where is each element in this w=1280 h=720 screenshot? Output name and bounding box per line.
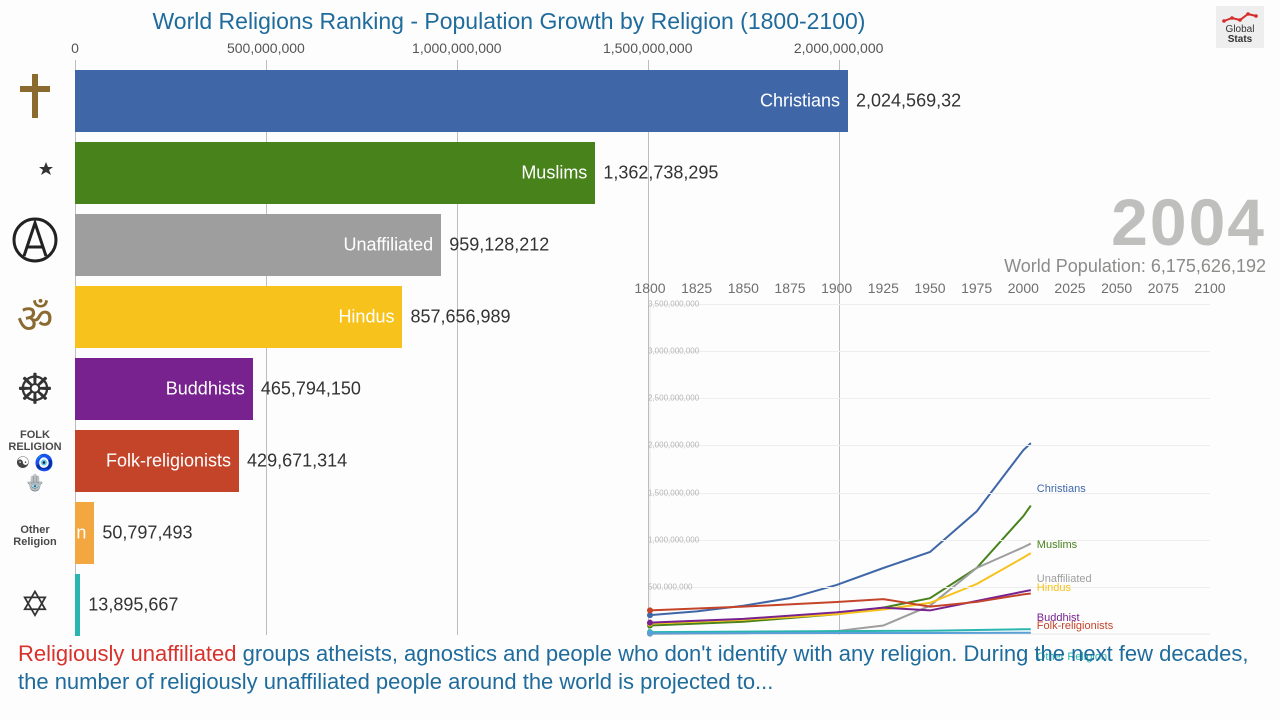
mini-y-tick-label: 1,000,000,000: [648, 535, 699, 544]
mini-x-tick-label: 1925: [868, 280, 899, 296]
page-title: World Religions Ranking - Population Gro…: [0, 8, 1018, 35]
crescent-icon: [5, 146, 65, 200]
mini-y-tick-label: 2,000,000,000: [648, 441, 699, 450]
series-start-marker: [647, 607, 653, 613]
bar-value: 2,024,569,32: [856, 91, 961, 112]
current-year: 2004: [1111, 184, 1266, 260]
series-line: [650, 553, 1031, 623]
mini-x-tick-label: 1850: [728, 280, 759, 296]
bar-label: Folk-religionists: [106, 451, 231, 472]
mini-y-tick-label: 2,500,000,000: [648, 394, 699, 403]
series-label: Folk-religionists: [1037, 620, 1113, 632]
series-line: [650, 590, 1031, 623]
bar-label: n: [76, 523, 86, 544]
mini-x-tick-label: 1800: [634, 280, 665, 296]
mini-gridline: [650, 587, 1210, 588]
bar-label: Christians: [760, 91, 840, 112]
bar-label: Hindus: [338, 307, 394, 328]
x-tick-label: 1,000,000,000: [412, 40, 502, 56]
bar: Hindus857,656,989: [75, 286, 402, 348]
mini-x-tick-label: 1900: [821, 280, 852, 296]
mini-y-tick-label: 1,500,000,000: [648, 488, 699, 497]
x-tick-label: 2,000,000,000: [794, 40, 884, 56]
logo-text-2: Stats: [1228, 35, 1252, 45]
mini-x-tick-label: 1950: [914, 280, 945, 296]
mini-x-tick-label: 2000: [1008, 280, 1039, 296]
world-population-label: World Population:: [1004, 256, 1151, 276]
caption: Religiously unaffiliated groups atheists…: [18, 640, 1262, 696]
bar-label: Unaffiliated: [343, 235, 433, 256]
other-icon: OtherReligion: [5, 518, 65, 548]
mini-x-tick-label: 2050: [1101, 280, 1132, 296]
mini-gridline: [650, 445, 1210, 446]
atheist-icon: [5, 217, 65, 273]
om-icon: ॐ: [5, 290, 65, 345]
series-start-marker: [647, 620, 653, 626]
bar-row: Unaffiliated 959,128,212: [75, 214, 915, 276]
mini-gridline: [650, 304, 1210, 305]
mini-x-tick-label: 2025: [1054, 280, 1085, 296]
series-line: [650, 629, 1031, 632]
x-tick-label: 1,500,000,000: [603, 40, 693, 56]
mini-x-tick-label: 1825: [681, 280, 712, 296]
series-start-marker: [647, 630, 653, 636]
bar: n50,797,493: [75, 502, 94, 564]
logo-sparkline-icon: [1222, 9, 1258, 25]
x-tick-label: 500,000,000: [227, 40, 305, 56]
bar-label: Buddhists: [166, 379, 245, 400]
cross-icon: [5, 74, 65, 128]
series-line: [650, 443, 1031, 615]
world-population: World Population: 6,175,626,192: [1004, 256, 1266, 277]
bar: Buddhists465,794,150: [75, 358, 253, 420]
global-stats-logo: Global Stats: [1216, 6, 1264, 48]
x-tick-label: 0: [71, 40, 79, 56]
mini-y-tick-label: 3,500,000,000: [648, 300, 699, 309]
line-chart-x-axis: 1800182518501875190019251950197520002025…: [650, 280, 1210, 300]
series-label: Hindus: [1037, 582, 1071, 594]
mini-x-tick-label: 2075: [1148, 280, 1179, 296]
series-label: Christians: [1037, 483, 1086, 495]
mini-gridline: [650, 493, 1210, 494]
line-chart: 1800 1825 1850 1875 1900 1925 1950 1975 2000 2025…: [620, 280, 1260, 640]
line-chart-plot: [650, 304, 1210, 634]
bar-value: 959,128,212: [449, 235, 549, 256]
bar: Muslims1,362,738,295: [75, 142, 595, 204]
bar-row: Muslims 1,362,738,295: [75, 142, 915, 204]
bar: Folk-religionists429,671,314: [75, 430, 239, 492]
mini-gridline: [650, 351, 1210, 352]
bar-value: 465,794,150: [261, 379, 361, 400]
bar: 13,895,667: [75, 574, 80, 636]
mini-y-tick-label: 500,000,000: [648, 582, 693, 591]
bar-value: 429,671,314: [247, 451, 347, 472]
bar-label: Muslims: [521, 163, 587, 184]
mini-gridline: [650, 398, 1210, 399]
star6-icon: ✡: [5, 584, 65, 627]
bar-row: Christians2,024,569,32: [75, 70, 915, 132]
mini-x-tick-label: 2100: [1194, 280, 1225, 296]
series-label: Muslims: [1037, 539, 1077, 551]
mini-x-tick-label: 1875: [774, 280, 805, 296]
folk-icon: FOLKRELIGION☯ 🧿 🪬: [5, 429, 65, 493]
bar-value: 50,797,493: [102, 523, 192, 544]
caption-accent: Religiously unaffiliated: [18, 641, 237, 666]
bar: Christians2,024,569,32: [75, 70, 848, 132]
series-line: [650, 593, 1031, 610]
world-population-value: 6,175,626,192: [1151, 256, 1266, 276]
bar-value: 1,362,738,295: [603, 163, 718, 184]
dharma-icon: ☸: [5, 365, 65, 414]
bar: Unaffiliated959,128,212: [75, 214, 441, 276]
mini-gridline: [650, 540, 1210, 541]
series-line: [650, 633, 1031, 634]
mini-x-tick-label: 1975: [961, 280, 992, 296]
bar-chart-x-axis: 0500,000,0001,000,000,0001,500,000,0002,…: [75, 40, 915, 56]
bar-value: 857,656,989: [410, 307, 510, 328]
line-chart-svg: [650, 304, 1210, 634]
mini-y-tick-label: 3,000,000,000: [648, 347, 699, 356]
bar-value: 13,895,667: [88, 595, 178, 616]
